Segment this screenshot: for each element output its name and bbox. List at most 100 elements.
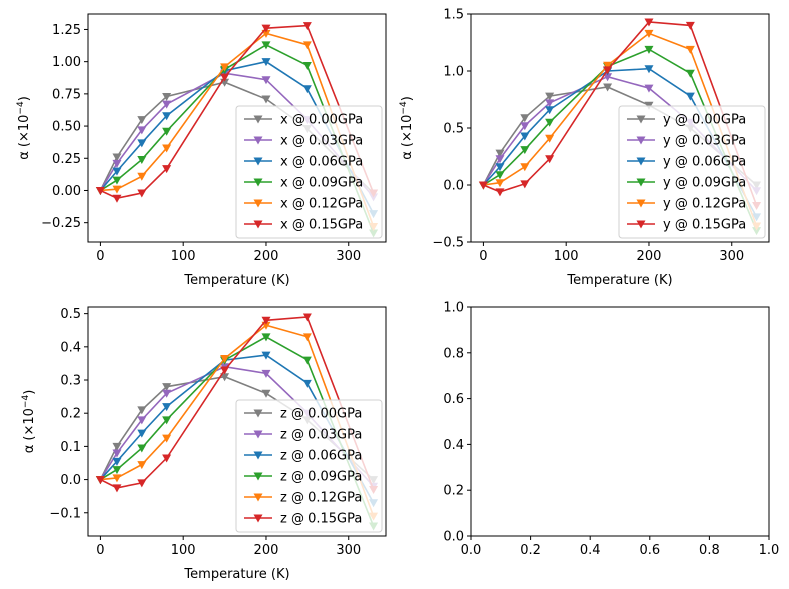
data-point [137, 416, 147, 425]
data-point [603, 61, 613, 70]
x-tick-label: 200 [637, 249, 662, 264]
data-point [112, 449, 122, 458]
data-point [685, 69, 695, 78]
data-point [137, 444, 147, 453]
data-point [162, 112, 172, 121]
data-point [520, 163, 530, 172]
legend-label: y @ 0.09GPa [663, 176, 746, 191]
legend-box [618, 105, 766, 239]
axes-frame [87, 306, 387, 537]
data-point [112, 457, 122, 466]
data-point [137, 126, 147, 135]
legend-marker [636, 157, 646, 166]
series-line [100, 335, 375, 527]
data-point [261, 389, 271, 398]
data-point [302, 379, 312, 388]
panel-top-right: 0 100 200 300 −0.5 0.0 0.5 1.0 1.5 Temperature (K… [399, 8, 770, 288]
x-tick-label: 0.0 [461, 543, 482, 558]
y-axis-label: α (×10−4) [16, 96, 32, 160]
data-point [302, 22, 312, 31]
legend-label: z @ 0.00GPa [280, 407, 362, 422]
y-tick-label: 0.5 [60, 307, 81, 322]
y-tick-label: 0.8 [443, 346, 464, 361]
x-tick-label: 0.8 [699, 543, 720, 558]
data-point [603, 66, 613, 75]
series-line [482, 67, 758, 218]
y-tick-label: 0.2 [60, 407, 81, 422]
data-point [137, 116, 147, 125]
data-point [478, 181, 488, 190]
series-line [483, 32, 758, 227]
data-point [162, 165, 172, 174]
data-point [685, 45, 695, 54]
data-point [220, 373, 230, 382]
x-tick-label: 0.4 [580, 543, 601, 558]
data-point [112, 466, 122, 475]
legend-marker [253, 178, 263, 187]
x-tick-label: 300 [336, 543, 361, 558]
data-point [137, 461, 147, 470]
y-tick-label: 0.00 [52, 184, 81, 199]
data-point [495, 149, 505, 158]
data-point [495, 155, 505, 164]
data-point [162, 454, 172, 463]
x-tick-label: 300 [719, 249, 744, 264]
legend-marker [253, 199, 263, 208]
panel-bottom-left: 0 100 200 300 −0.1 0.0 0.1 0.2 0.3 0.4 0.5 Temperat… [21, 306, 387, 582]
y-tick-label: −0.1 [49, 506, 81, 521]
data-point [644, 84, 654, 93]
axes-frame [470, 306, 770, 537]
data-point [137, 172, 147, 181]
legend-marker [636, 115, 646, 124]
x-tick-label: 0 [96, 249, 104, 264]
data-point [95, 476, 105, 485]
data-point [162, 127, 172, 136]
data-point [162, 100, 172, 109]
x-tick-label: 0 [479, 249, 487, 264]
y-tick-label: 0.0 [60, 473, 81, 488]
y-tick-label: 0.25 [52, 152, 81, 167]
data-point [261, 316, 271, 325]
data-point [261, 351, 271, 360]
data-point [302, 62, 312, 71]
data-point [495, 171, 505, 180]
x-tick-label: 300 [336, 249, 361, 264]
data-point [162, 434, 172, 443]
data-point [302, 85, 312, 94]
legend: y @ 0.00GPa y @ 0.03GPa y @ 0.06GPa y @ 0.0… [618, 105, 766, 239]
data-point [137, 406, 147, 415]
data-point [545, 134, 555, 143]
legend-label: x @ 0.09GPa [280, 176, 363, 191]
x-tick-label: 100 [171, 249, 196, 264]
series-line [100, 24, 375, 200]
legend-label: y @ 0.12GPa [663, 197, 746, 212]
x-tick-label: 100 [171, 543, 196, 558]
data-point [495, 179, 505, 188]
data-point [137, 139, 147, 148]
data-point [95, 186, 105, 195]
data-point [112, 176, 122, 185]
y-tick-label: 1.25 [52, 23, 81, 38]
x-tick-label: 100 [554, 249, 579, 264]
series-line [482, 48, 758, 231]
x-tick-label: 0 [96, 543, 104, 558]
legend-label: z @ 0.06GPa [280, 449, 362, 464]
legend-label: x @ 0.12GPa [280, 197, 363, 212]
data-point [162, 383, 172, 392]
axes-frame [87, 13, 387, 243]
x-tick-label: 200 [254, 543, 279, 558]
data-point [545, 92, 555, 101]
legend-label: z @ 0.15GPa [280, 512, 362, 527]
series-line [99, 354, 375, 504]
y-tick-label: −0.25 [41, 216, 81, 231]
x-tick-label: 200 [254, 249, 279, 264]
legend-label: x @ 0.00GPa [280, 113, 363, 128]
data-point [112, 442, 122, 451]
data-point [495, 188, 505, 197]
y-tick-label: 0.50 [52, 120, 81, 135]
y-tick-label: 0.0 [443, 530, 464, 545]
legend-marker [253, 514, 263, 523]
y-tick-label: 1.0 [443, 301, 464, 316]
data-point [302, 356, 312, 365]
